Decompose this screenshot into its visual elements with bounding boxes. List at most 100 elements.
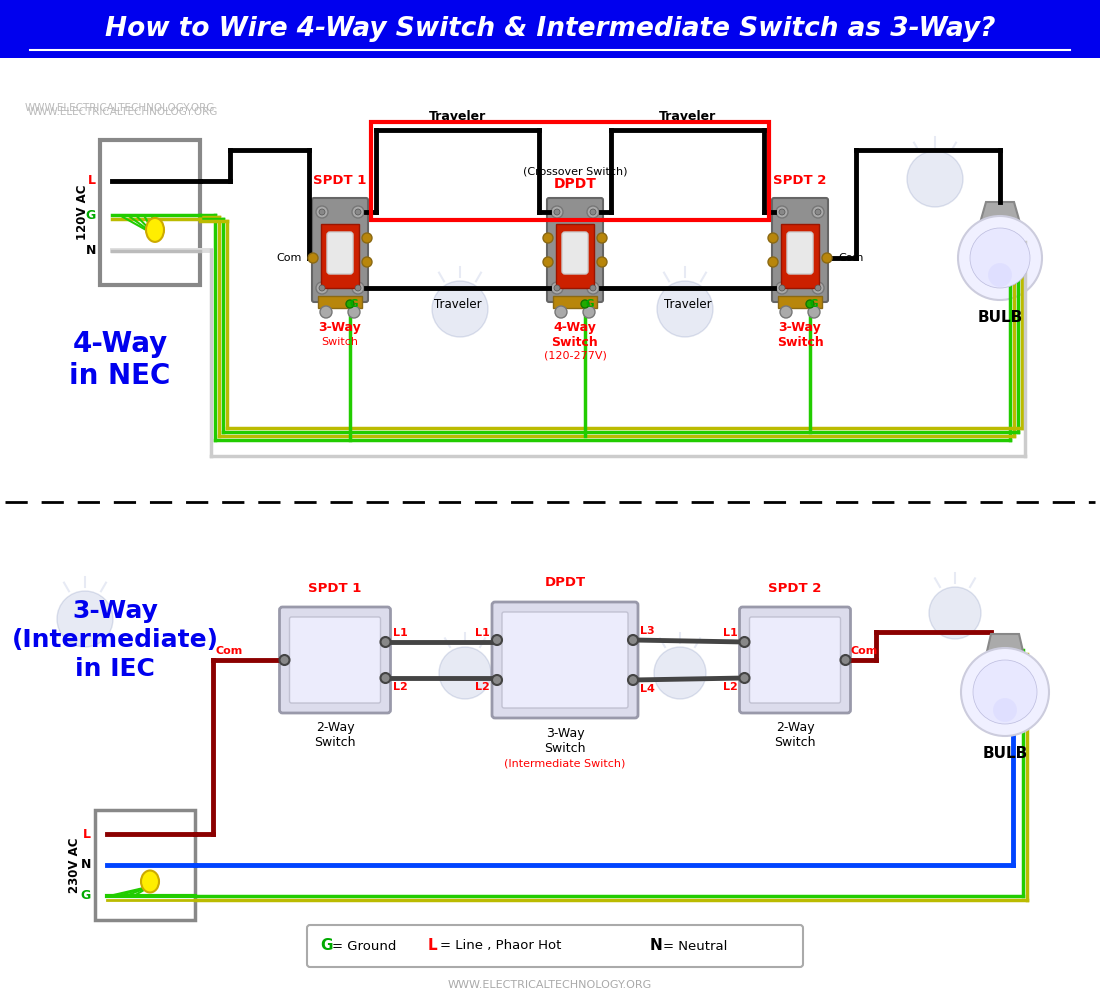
Circle shape [590, 209, 596, 215]
Ellipse shape [146, 218, 164, 242]
Circle shape [355, 209, 361, 215]
Circle shape [543, 233, 553, 243]
Circle shape [308, 253, 318, 263]
Text: G: G [585, 299, 594, 309]
Circle shape [352, 206, 364, 218]
Circle shape [556, 306, 566, 318]
FancyBboxPatch shape [778, 296, 822, 308]
Text: = Line , Phaor Hot: = Line , Phaor Hot [440, 940, 561, 952]
Text: WWW.ELECTRICALTECHNOLOGY.ORG: WWW.ELECTRICALTECHNOLOGY.ORG [448, 980, 652, 990]
Circle shape [908, 151, 962, 207]
Text: 4-Way: 4-Way [553, 322, 596, 334]
Circle shape [348, 306, 360, 318]
Circle shape [319, 285, 324, 291]
Circle shape [352, 282, 364, 294]
Bar [95, 810, 195, 920]
Text: SPDT 2: SPDT 2 [773, 174, 827, 186]
Text: L3: L3 [640, 626, 654, 636]
Circle shape [319, 209, 324, 215]
Circle shape [970, 228, 1030, 288]
Text: L: L [82, 828, 91, 841]
Circle shape [554, 209, 560, 215]
FancyBboxPatch shape [739, 607, 850, 713]
Circle shape [776, 282, 788, 294]
Circle shape [587, 206, 600, 218]
Text: L1: L1 [393, 628, 407, 638]
Text: DPDT: DPDT [553, 177, 596, 191]
Text: 3-Way: 3-Way [779, 322, 822, 334]
FancyBboxPatch shape [492, 602, 638, 718]
FancyBboxPatch shape [772, 198, 828, 302]
Text: Switch: Switch [551, 336, 598, 349]
Text: N: N [650, 938, 662, 954]
Text: WWW.ELECTRICALTECHNOLOGY.ORG: WWW.ELECTRICALTECHNOLOGY.ORG [28, 107, 219, 117]
Text: L1: L1 [475, 628, 490, 638]
Circle shape [739, 637, 749, 647]
Circle shape [806, 300, 814, 308]
Text: Traveler: Traveler [659, 109, 716, 122]
FancyBboxPatch shape [562, 232, 588, 274]
Circle shape [779, 285, 785, 291]
Circle shape [812, 282, 824, 294]
Circle shape [597, 257, 607, 267]
Text: (120-277V): (120-277V) [543, 351, 606, 361]
Text: BULB: BULB [982, 746, 1027, 762]
Bar [0, 0, 1100, 58]
Circle shape [346, 300, 354, 308]
Polygon shape [978, 202, 1022, 230]
Text: G: G [350, 299, 359, 309]
Circle shape [930, 587, 981, 639]
Text: SPDT 2: SPDT 2 [768, 582, 822, 594]
Circle shape [974, 660, 1037, 724]
Circle shape [362, 233, 372, 243]
Text: Traveler: Traveler [429, 109, 486, 122]
Circle shape [362, 257, 372, 267]
Text: Traveler: Traveler [663, 298, 712, 310]
Text: G: G [86, 209, 96, 222]
Circle shape [628, 635, 638, 645]
Text: L2: L2 [723, 682, 737, 692]
FancyBboxPatch shape [279, 607, 390, 713]
Text: L2: L2 [475, 682, 490, 692]
Text: L: L [88, 174, 96, 187]
Text: Com: Com [838, 253, 864, 263]
Circle shape [320, 306, 332, 318]
FancyBboxPatch shape [312, 198, 368, 302]
Bar [100, 140, 200, 285]
Text: L1: L1 [723, 628, 737, 638]
Circle shape [840, 655, 850, 665]
Circle shape [657, 281, 713, 337]
Ellipse shape [141, 870, 160, 892]
Text: = Ground: = Ground [332, 940, 396, 952]
FancyBboxPatch shape [318, 296, 362, 308]
FancyBboxPatch shape [781, 224, 820, 288]
Text: L: L [428, 938, 438, 954]
Text: L2: L2 [393, 682, 407, 692]
Circle shape [432, 281, 488, 337]
Circle shape [822, 253, 832, 263]
Circle shape [381, 637, 390, 647]
Text: SPDT 1: SPDT 1 [314, 174, 366, 186]
Text: 120V AC: 120V AC [76, 185, 88, 240]
Circle shape [551, 282, 563, 294]
FancyBboxPatch shape [556, 224, 594, 288]
Text: G: G [810, 299, 818, 309]
Circle shape [57, 591, 113, 647]
Circle shape [961, 648, 1049, 736]
Polygon shape [984, 634, 1025, 660]
Circle shape [587, 282, 600, 294]
Circle shape [815, 285, 821, 291]
Text: Com: Com [850, 646, 878, 656]
Text: 3-Way: 3-Way [546, 726, 584, 740]
Text: BULB: BULB [978, 310, 1023, 326]
Circle shape [590, 285, 596, 291]
Text: N: N [80, 858, 91, 871]
Circle shape [776, 206, 788, 218]
FancyBboxPatch shape [502, 612, 628, 708]
Circle shape [279, 655, 289, 665]
Circle shape [492, 675, 502, 685]
Circle shape [355, 285, 361, 291]
Circle shape [628, 675, 638, 685]
Circle shape [768, 257, 778, 267]
Text: Switch: Switch [544, 742, 585, 754]
